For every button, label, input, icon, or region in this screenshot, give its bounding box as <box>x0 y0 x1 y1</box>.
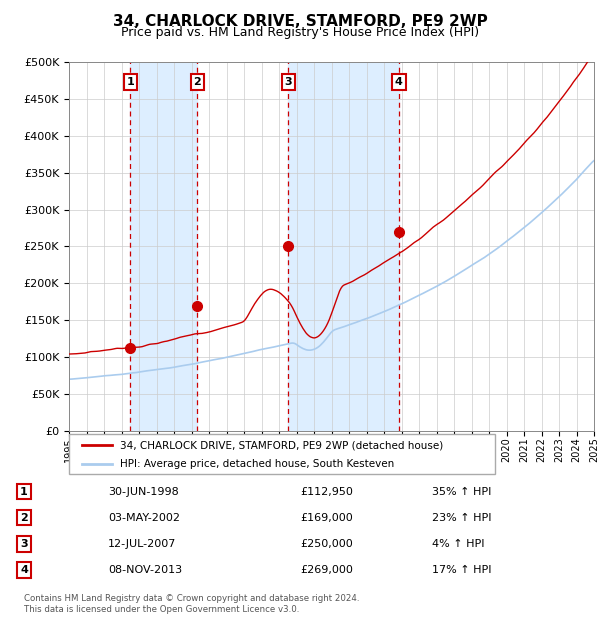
Text: 2: 2 <box>194 77 202 87</box>
Text: 3: 3 <box>20 539 28 549</box>
Text: This data is licensed under the Open Government Licence v3.0.: This data is licensed under the Open Gov… <box>24 604 299 614</box>
Text: £250,000: £250,000 <box>300 539 353 549</box>
Text: 30-JUN-1998: 30-JUN-1998 <box>108 487 179 497</box>
Text: HPI: Average price, detached house, South Kesteven: HPI: Average price, detached house, Sout… <box>120 459 394 469</box>
Text: 03-MAY-2002: 03-MAY-2002 <box>108 513 180 523</box>
FancyBboxPatch shape <box>69 434 495 474</box>
Text: 1: 1 <box>127 77 134 87</box>
Text: 23% ↑ HPI: 23% ↑ HPI <box>432 513 491 523</box>
Text: 2: 2 <box>20 513 28 523</box>
Text: 1: 1 <box>20 487 28 497</box>
Text: £112,950: £112,950 <box>300 487 353 497</box>
Text: 34, CHARLOCK DRIVE, STAMFORD, PE9 2WP: 34, CHARLOCK DRIVE, STAMFORD, PE9 2WP <box>113 14 487 29</box>
Text: 12-JUL-2007: 12-JUL-2007 <box>108 539 176 549</box>
Text: 17% ↑ HPI: 17% ↑ HPI <box>432 565 491 575</box>
Text: £169,000: £169,000 <box>300 513 353 523</box>
Bar <box>288 62 399 431</box>
Bar <box>130 62 197 431</box>
Text: 34, CHARLOCK DRIVE, STAMFORD, PE9 2WP (detached house): 34, CHARLOCK DRIVE, STAMFORD, PE9 2WP (d… <box>120 440 443 450</box>
Text: Contains HM Land Registry data © Crown copyright and database right 2024.: Contains HM Land Registry data © Crown c… <box>24 593 359 603</box>
Text: 3: 3 <box>284 77 292 87</box>
Text: £269,000: £269,000 <box>300 565 353 575</box>
Text: 08-NOV-2013: 08-NOV-2013 <box>108 565 182 575</box>
Text: Price paid vs. HM Land Registry's House Price Index (HPI): Price paid vs. HM Land Registry's House … <box>121 26 479 39</box>
Text: 35% ↑ HPI: 35% ↑ HPI <box>432 487 491 497</box>
Text: 4: 4 <box>20 565 28 575</box>
Text: 4: 4 <box>395 77 403 87</box>
Text: 4% ↑ HPI: 4% ↑ HPI <box>432 539 485 549</box>
